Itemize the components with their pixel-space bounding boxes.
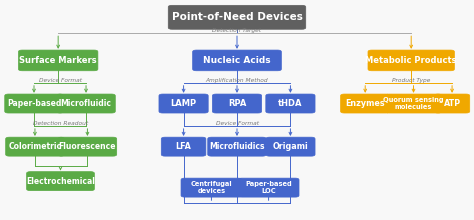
- Text: LFA: LFA: [176, 142, 191, 151]
- FancyBboxPatch shape: [192, 50, 282, 71]
- FancyBboxPatch shape: [159, 94, 208, 113]
- Text: Paper-based
LOC: Paper-based LOC: [245, 181, 292, 194]
- Text: Nucleic Acids: Nucleic Acids: [203, 56, 271, 65]
- Text: Amplification Method: Amplification Method: [206, 78, 268, 83]
- Text: tHDA: tHDA: [278, 99, 303, 108]
- FancyBboxPatch shape: [168, 5, 306, 29]
- Text: Microfluidic: Microfluidic: [61, 99, 111, 108]
- FancyBboxPatch shape: [341, 94, 390, 113]
- FancyBboxPatch shape: [18, 50, 98, 71]
- Text: Point-of-Need Devices: Point-of-Need Devices: [172, 12, 302, 22]
- FancyBboxPatch shape: [266, 94, 315, 113]
- FancyBboxPatch shape: [58, 137, 117, 156]
- Text: Metabolic Products: Metabolic Products: [365, 56, 457, 65]
- Text: Centrifugal
devices: Centrifugal devices: [191, 181, 232, 194]
- Text: Quorum sensing
molecules: Quorum sensing molecules: [383, 97, 444, 110]
- FancyBboxPatch shape: [161, 137, 206, 156]
- FancyBboxPatch shape: [368, 50, 455, 71]
- Text: Device Format: Device Format: [216, 121, 258, 126]
- Text: Detection Target: Detection Target: [212, 28, 262, 33]
- Text: Surface Markers: Surface Markers: [19, 56, 97, 65]
- FancyBboxPatch shape: [6, 137, 64, 156]
- Text: Enzymes: Enzymes: [346, 99, 385, 108]
- FancyBboxPatch shape: [181, 178, 242, 197]
- Text: ATP: ATP: [444, 99, 461, 108]
- FancyBboxPatch shape: [57, 94, 115, 113]
- FancyBboxPatch shape: [212, 94, 262, 113]
- Text: Origami: Origami: [273, 142, 308, 151]
- FancyBboxPatch shape: [385, 94, 442, 113]
- Text: Device Format: Device Format: [39, 78, 82, 83]
- Text: Microfluidics: Microfluidics: [209, 142, 265, 151]
- Text: Paper-based: Paper-based: [7, 99, 61, 108]
- FancyBboxPatch shape: [27, 172, 94, 191]
- Text: Product Type: Product Type: [392, 78, 430, 83]
- FancyBboxPatch shape: [266, 137, 315, 156]
- FancyBboxPatch shape: [238, 178, 299, 197]
- Text: Detection Readout: Detection Readout: [33, 121, 88, 126]
- Text: RPA: RPA: [228, 99, 246, 108]
- FancyBboxPatch shape: [208, 137, 266, 156]
- FancyBboxPatch shape: [434, 94, 470, 113]
- Text: Fluorescence: Fluorescence: [59, 142, 116, 151]
- FancyBboxPatch shape: [5, 94, 63, 113]
- Text: Colorimetric: Colorimetric: [9, 142, 62, 151]
- Text: Electrochemical: Electrochemical: [26, 177, 95, 186]
- Text: LAMP: LAMP: [171, 99, 197, 108]
